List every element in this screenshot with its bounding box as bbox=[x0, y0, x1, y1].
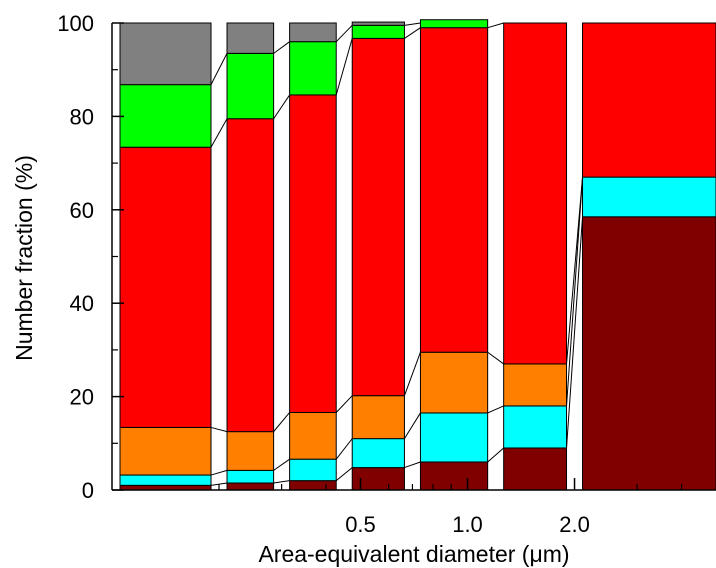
bar-segment-5-0 bbox=[503, 447, 568, 491]
axes-layer bbox=[111, 22, 716, 491]
connector-line bbox=[335, 38, 353, 96]
connector-line bbox=[273, 94, 291, 120]
bar-segment-2-5 bbox=[289, 22, 337, 43]
bar-segment-2-1 bbox=[289, 458, 337, 482]
bar-segment-0-4 bbox=[119, 84, 212, 148]
connector-line bbox=[210, 426, 228, 433]
bar-segment-2-2 bbox=[289, 411, 337, 460]
connector-line bbox=[487, 351, 504, 365]
bar-segment-4-1 bbox=[419, 412, 489, 463]
x-tick-label: 1.0 bbox=[452, 512, 483, 537]
bar-segment-1-0 bbox=[226, 482, 275, 491]
bar-segment-4-3 bbox=[419, 27, 489, 353]
connector-line bbox=[273, 41, 290, 54]
x-axis-title: Area-equivalent diameter (μm) bbox=[258, 541, 569, 567]
bar-segment-1-2 bbox=[226, 431, 275, 471]
connector-line bbox=[487, 22, 504, 29]
y-tick-label: 100 bbox=[57, 11, 94, 36]
y-tick-label: 20 bbox=[70, 385, 94, 410]
connector-line bbox=[335, 395, 353, 413]
y-tick-label: 80 bbox=[70, 104, 94, 129]
x-tick-labels: 0.5 1.0 2.0 bbox=[345, 512, 590, 537]
connector-line bbox=[404, 412, 421, 439]
bar-segment-0-2 bbox=[119, 426, 212, 476]
bar-segment-4-0 bbox=[419, 461, 489, 491]
bar-segment-1-5 bbox=[226, 22, 275, 54]
connector-line bbox=[210, 53, 228, 85]
bar-segment-3-1 bbox=[351, 438, 405, 469]
bar-segment-2-0 bbox=[289, 480, 337, 491]
connector-line bbox=[404, 27, 421, 39]
connector-line bbox=[335, 24, 353, 43]
bars-layer bbox=[119, 19, 716, 491]
bar-segment-2-3 bbox=[289, 94, 337, 413]
bar-segment-3-3 bbox=[351, 37, 405, 397]
y-tick-label: 0 bbox=[82, 478, 94, 503]
connector-line bbox=[273, 480, 290, 484]
bar-segment-4-2 bbox=[419, 351, 489, 414]
connector-line bbox=[273, 458, 290, 471]
connector-line bbox=[566, 216, 584, 449]
bar-segment-5-3 bbox=[503, 22, 568, 365]
bar-segment-1-4 bbox=[226, 52, 275, 120]
y-axis-title: Number fraction (%) bbox=[11, 155, 37, 361]
bar-segment-6-0 bbox=[582, 216, 716, 491]
bar-segment-6-3 bbox=[582, 22, 716, 178]
bar-segment-2-4 bbox=[289, 41, 337, 96]
bar-segment-5-2 bbox=[503, 363, 568, 407]
connector-line bbox=[487, 405, 504, 414]
connector-line bbox=[566, 177, 584, 364]
y-tick-label: 60 bbox=[70, 198, 94, 223]
bar-segment-0-5 bbox=[119, 22, 212, 86]
bar-segment-1-3 bbox=[226, 118, 275, 433]
connector-line bbox=[404, 22, 421, 26]
connector-line bbox=[210, 469, 228, 476]
bar-segment-1-1 bbox=[226, 469, 275, 484]
x-tick-label: 0.5 bbox=[345, 512, 376, 537]
connector-line bbox=[273, 412, 291, 432]
x-tick-label: 2.0 bbox=[559, 512, 590, 537]
connector-line bbox=[335, 438, 353, 460]
connector-line bbox=[210, 118, 228, 148]
y-tick-labels: 0 20 40 60 80 100 bbox=[57, 11, 94, 503]
bar-segment-6-1 bbox=[582, 176, 716, 218]
bar-segment-3-2 bbox=[351, 395, 405, 440]
bar-segment-0-3 bbox=[119, 146, 212, 428]
bar-segment-3-5 bbox=[351, 21, 405, 26]
bar-segment-3-4 bbox=[351, 24, 405, 39]
connector-line bbox=[335, 467, 353, 482]
connector-line bbox=[404, 461, 421, 469]
connector-line bbox=[566, 177, 584, 406]
connector-line bbox=[487, 447, 504, 463]
connector-line bbox=[403, 352, 421, 396]
bar-segment-0-1 bbox=[119, 474, 212, 486]
bar-segment-4-4 bbox=[419, 19, 489, 29]
bar-segment-5-1 bbox=[503, 405, 568, 449]
y-tick-label: 40 bbox=[70, 291, 94, 316]
